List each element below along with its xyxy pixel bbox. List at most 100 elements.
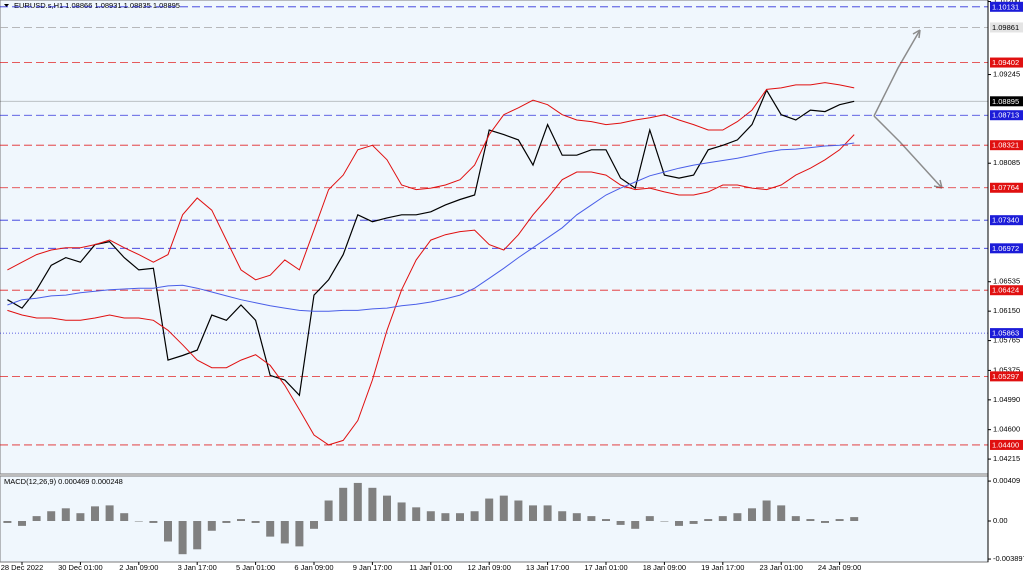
bar bbox=[470, 511, 479, 522]
arrow-down bbox=[873, 115, 943, 189]
y-tick-label: 1.08085 bbox=[993, 158, 1020, 167]
x-tick-label: 9 Jan 17:00 bbox=[353, 563, 392, 572]
bar bbox=[91, 506, 99, 522]
level-box bbox=[990, 1, 1023, 12]
bar bbox=[353, 482, 362, 522]
bar bbox=[645, 516, 654, 522]
bar bbox=[76, 513, 85, 522]
level-box bbox=[990, 328, 1023, 339]
x-tick-label: 24 Jan 09:00 bbox=[818, 563, 861, 572]
level-label: 1.08713 bbox=[992, 111, 1019, 120]
bar bbox=[193, 521, 202, 550]
bar bbox=[339, 487, 348, 522]
level-box bbox=[990, 371, 1023, 382]
level-box bbox=[990, 140, 1023, 151]
bar bbox=[543, 505, 552, 522]
bar bbox=[689, 521, 698, 524]
level-label: 1.08895 bbox=[992, 97, 1019, 106]
level-box bbox=[990, 285, 1023, 296]
bar bbox=[441, 513, 450, 522]
bar bbox=[704, 519, 713, 522]
level-label: 1.06424 bbox=[992, 286, 1019, 295]
y-tick-label: 1.06150 bbox=[993, 306, 1020, 315]
bar bbox=[748, 508, 756, 522]
level-label: 1.08321 bbox=[992, 141, 1019, 150]
bar bbox=[456, 513, 464, 522]
x-tick-label: 30 Dec 01:00 bbox=[58, 563, 103, 572]
level-box bbox=[990, 215, 1023, 226]
y-tick-label: 0.00 bbox=[993, 516, 1008, 525]
bar bbox=[499, 495, 508, 522]
level-box bbox=[990, 243, 1023, 254]
level-label: 1.07340 bbox=[992, 216, 1019, 225]
macd-title: MACD(12,26,9) 0.000469 0.000248 bbox=[4, 477, 123, 486]
bar bbox=[207, 521, 216, 531]
bar bbox=[835, 519, 844, 522]
bar bbox=[485, 498, 494, 522]
bar bbox=[134, 521, 143, 522]
bar bbox=[368, 487, 377, 522]
x-tick-label: 11 Jan 01:00 bbox=[409, 563, 452, 572]
series-line bbox=[7, 88, 855, 397]
bar bbox=[310, 521, 318, 529]
y-tick-label: 1.09245 bbox=[993, 70, 1020, 79]
y-tick-label: -0.003897 bbox=[993, 554, 1024, 563]
bar bbox=[237, 519, 245, 522]
level-box bbox=[990, 110, 1023, 121]
x-tick-label: 6 Jan 09:00 bbox=[294, 563, 333, 572]
x-tick-label: 18 Jan 09:00 bbox=[643, 563, 686, 572]
x-tick-label: 5 Jan 01:00 bbox=[236, 563, 275, 572]
bar bbox=[3, 521, 12, 523]
x-tick-label: 19 Jan 17:00 bbox=[701, 563, 744, 572]
bar bbox=[602, 519, 610, 522]
level-label: 1.05863 bbox=[992, 329, 1019, 338]
bar bbox=[164, 521, 172, 542]
y-tick-label: 1.04215 bbox=[993, 454, 1020, 463]
y-tick-label: 0.00409 bbox=[993, 476, 1020, 485]
level-box bbox=[990, 22, 1023, 33]
bar bbox=[18, 521, 26, 526]
bar bbox=[149, 521, 158, 523]
arrow-head bbox=[912, 29, 921, 39]
level-label: 1.05297 bbox=[992, 372, 1019, 381]
x-tick-label: 12 Jan 09:00 bbox=[468, 563, 511, 572]
bar bbox=[251, 521, 260, 523]
bar bbox=[32, 516, 41, 522]
y-tick-label: 1.04600 bbox=[993, 425, 1020, 434]
bar bbox=[529, 505, 537, 522]
level-label: 1.10131 bbox=[992, 2, 1019, 11]
bar bbox=[718, 516, 727, 522]
bar bbox=[61, 508, 70, 522]
level-label: 1.06972 bbox=[992, 244, 1019, 253]
x-tick-label: 17 Jan 01:00 bbox=[584, 563, 627, 572]
main-panel bbox=[0, 0, 989, 475]
bar bbox=[222, 521, 231, 523]
bar bbox=[120, 513, 129, 522]
bar bbox=[178, 521, 187, 555]
bar bbox=[616, 521, 625, 525]
bar bbox=[266, 521, 275, 537]
level-label: 1.04400 bbox=[992, 440, 1019, 449]
level-box bbox=[990, 96, 1023, 107]
x-tick-label: 2 Jan 09:00 bbox=[119, 563, 158, 572]
chart-title: EURUSD.s,H1 1.08866 1.08931 1.08835 1.08… bbox=[14, 1, 180, 10]
bar bbox=[324, 500, 333, 522]
bar bbox=[558, 511, 567, 522]
series-line bbox=[7, 142, 855, 312]
bar bbox=[850, 517, 859, 522]
x-tick-label: 23 Jan 01:00 bbox=[760, 563, 803, 572]
title-icon bbox=[4, 4, 9, 7]
y-tick-label: 1.05765 bbox=[993, 336, 1020, 345]
bar bbox=[733, 513, 742, 522]
x-tick-label: 3 Jan 17:00 bbox=[178, 563, 217, 572]
level-box bbox=[990, 182, 1023, 193]
x-tick-label: 13 Jan 17:00 bbox=[526, 563, 569, 572]
bar bbox=[426, 511, 435, 522]
level-label: 1.09861 bbox=[992, 23, 1019, 32]
bar bbox=[777, 505, 786, 522]
y-tick-label: 1.04990 bbox=[993, 395, 1020, 404]
bar bbox=[762, 500, 771, 522]
bar bbox=[280, 521, 289, 544]
bar bbox=[821, 521, 829, 523]
